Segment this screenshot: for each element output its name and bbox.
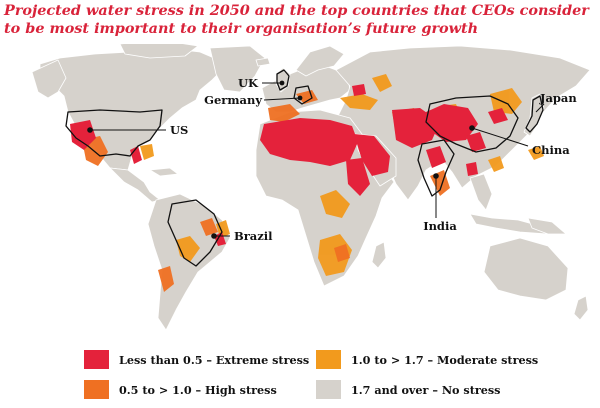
new-guinea <box>527 217 567 235</box>
legend-swatch-none <box>316 380 341 399</box>
madagascar <box>371 241 387 269</box>
us-marker <box>87 127 93 133</box>
japan-leader-line <box>535 103 545 113</box>
germany-outline <box>293 85 313 105</box>
legend-moderate-stress: 1.0 to > 1.7 – Moderate stress <box>316 350 538 369</box>
caribbean <box>149 167 179 177</box>
us-label: US <box>170 123 188 137</box>
germany-label: Germany <box>204 93 262 107</box>
china-marker <box>469 125 475 131</box>
brazil-label: Brazil <box>234 229 273 243</box>
legend-no-stress: 1.7 and over – No stress <box>316 380 500 399</box>
focus-country-outlines <box>65 69 544 267</box>
arctic-islands <box>119 44 199 59</box>
city-markers <box>87 80 475 239</box>
central-america <box>109 167 161 203</box>
china-label: China <box>532 143 570 157</box>
australia <box>483 237 569 301</box>
brazil-marker <box>211 233 217 239</box>
southeast-asia <box>469 173 493 211</box>
brazil-outline <box>167 199 223 267</box>
uk-marker <box>279 80 285 86</box>
legend-high-stress: 0.5 to > 1.0 – High stress <box>84 380 277 399</box>
world-water-stress-map: UK Germany Japan US China Brazil India <box>31 44 591 331</box>
land-layer <box>31 44 591 331</box>
map-title: Projected water stress in 2050 and the t… <box>4 2 589 37</box>
japan-outline <box>525 95 544 133</box>
germany-leader-line <box>263 97 301 101</box>
legend-swatch-moderate <box>316 350 341 369</box>
india-outline <box>417 139 455 197</box>
india-marker <box>433 173 439 179</box>
legend-label-high: 0.5 to > 1.0 – High stress <box>119 382 277 397</box>
uk-outline <box>276 69 290 91</box>
country-labels: UK Germany Japan US China Brazil India <box>170 76 577 243</box>
china-leader-line <box>471 127 529 147</box>
legend-label-none: 1.7 and over – No stress <box>351 382 501 397</box>
india-label: India <box>423 219 457 233</box>
greenland <box>209 45 266 93</box>
legend-swatch-extreme <box>84 350 109 369</box>
iceland <box>255 57 271 67</box>
legend-label-moderate: 1.0 to > 1.7 – Moderate stress <box>351 352 539 367</box>
new-zealand <box>573 295 589 321</box>
callouts <box>90 82 545 237</box>
japan-label: Japan <box>539 91 577 105</box>
legend-swatch-high <box>84 380 109 399</box>
scandinavia <box>295 45 345 77</box>
legend-extreme-stress: Less than 0.5 – Extreme stress <box>84 350 309 369</box>
germany-marker <box>297 95 303 101</box>
china-outline <box>425 95 519 153</box>
uk-label: UK <box>238 76 259 90</box>
legend-label-extreme: Less than 0.5 – Extreme stress <box>119 352 310 367</box>
extreme-stress-regions <box>70 84 508 246</box>
us-outline <box>65 109 163 157</box>
alaska <box>31 59 67 99</box>
